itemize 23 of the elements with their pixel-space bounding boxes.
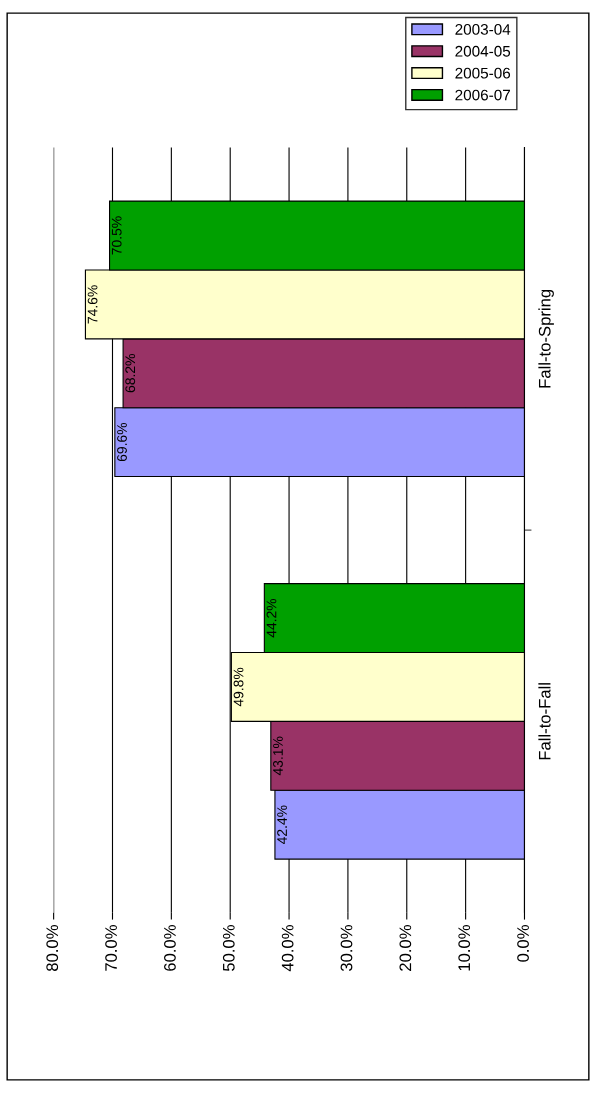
data-label: 44.2% bbox=[266, 598, 277, 638]
x-tick-label: 80.0% bbox=[46, 925, 59, 971]
x-tick-label: 50.0% bbox=[222, 925, 235, 972]
data-label: 74.6% bbox=[87, 285, 98, 324]
legend-label: 2005-06 bbox=[455, 67, 511, 79]
x-tick-label: 40.0% bbox=[281, 925, 294, 972]
data-label: 68.2% bbox=[125, 354, 136, 393]
y-tick-label: Fall-to-Spring bbox=[538, 289, 554, 388]
y-tick-label: Fall-to-Fall bbox=[538, 683, 551, 760]
x-tick-label: 0.0% bbox=[517, 925, 529, 962]
x-tick-label: 70.0% bbox=[105, 925, 117, 971]
data-label: 69.6% bbox=[117, 422, 127, 462]
legend-label: 2003-04 bbox=[455, 23, 511, 35]
x-tick-label: 60.0% bbox=[164, 925, 176, 971]
x-tick-label: 30.0% bbox=[340, 925, 353, 972]
data-label: 70.5% bbox=[111, 216, 122, 255]
data-label: 42.4% bbox=[277, 805, 287, 845]
x-tick-label: 10.0% bbox=[458, 925, 471, 971]
x-tick-label: 20.0% bbox=[399, 925, 412, 971]
data-label: 49.8% bbox=[233, 667, 244, 707]
legend-label: 2004-05 bbox=[455, 45, 511, 57]
data-label: 43.1% bbox=[273, 736, 283, 776]
legend-label: 2006-07 bbox=[455, 89, 510, 101]
